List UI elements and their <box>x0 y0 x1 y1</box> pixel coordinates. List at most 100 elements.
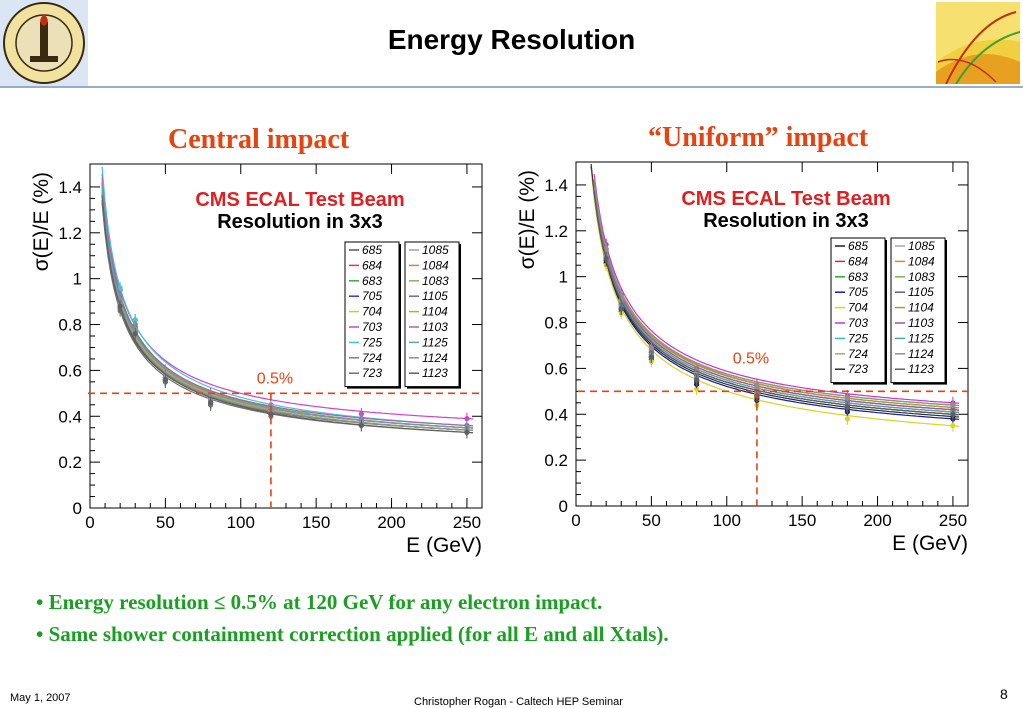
legend-label: 705 <box>848 285 868 299</box>
slide-title: Energy Resolution <box>387 24 636 55</box>
x-axis-label: E (GeV) <box>406 534 482 557</box>
legend-label: 705 <box>362 289 382 303</box>
data-point-1123 <box>117 303 123 309</box>
legend-label: 1124 <box>422 351 448 365</box>
data-point-1123 <box>208 399 214 406</box>
legend-label: 1083 <box>908 270 935 284</box>
data-point-1124 <box>844 395 850 401</box>
x-tick-label: 250 <box>453 513 481 532</box>
data-point-1123 <box>358 422 364 429</box>
y-tick-label: 0.6 <box>58 361 82 380</box>
legend-label: 685 <box>848 239 868 253</box>
legend-label: 724 <box>848 347 868 361</box>
fit-curve-703 <box>101 173 474 420</box>
y-tick-label: 0.4 <box>544 405 568 424</box>
y-tick-label: 0.4 <box>58 407 82 426</box>
left-resolution-chart: 0 0.2 0.4 0.6 0.8 1 1.2 1.4 0 50 100 150 200 250 E (Ge… <box>30 163 483 557</box>
data-point-1123 <box>464 429 470 435</box>
legend-label: 1125 <box>908 331 934 345</box>
legend-label: 1105 <box>422 289 448 303</box>
data-point-1123 <box>648 354 654 360</box>
footer-date: May 1, 2007 <box>10 692 71 704</box>
y-tick-label: 0 <box>559 497 568 516</box>
x-tick-label: 100 <box>227 513 255 532</box>
cms-logo <box>936 2 1020 84</box>
data-point-1123 <box>694 377 700 383</box>
data-point-1123 <box>603 255 609 261</box>
y-tick-label: 0.6 <box>544 359 568 378</box>
chart-subtitle: Resolution in 3x3 <box>703 210 869 232</box>
legend-label: 1085 <box>422 243 449 257</box>
x-tick-label: 250 <box>939 511 967 530</box>
legend-label: 1085 <box>908 239 935 253</box>
y-tick-label: 1.2 <box>58 224 82 243</box>
data-point-1124 <box>754 384 760 390</box>
left-panel-title: Central impact <box>168 124 350 155</box>
y-tick-label: 0.2 <box>58 453 82 472</box>
legend-label: 703 <box>848 316 868 330</box>
chart-title: CMS ECAL Test Beam <box>195 189 404 211</box>
legend-label: 725 <box>362 335 382 349</box>
data-point-1123 <box>132 331 138 337</box>
y-tick-label: 0.8 <box>544 314 568 333</box>
legend-label: 703 <box>362 320 382 334</box>
legend-label: 684 <box>362 258 382 272</box>
y-tick-label: 1 <box>73 270 82 289</box>
data-point-1123 <box>844 404 850 410</box>
legend-label: 1125 <box>422 335 448 349</box>
y-tick-label: 0 <box>73 499 82 518</box>
page-number: 8 <box>1000 686 1008 702</box>
legend-box <box>890 237 946 384</box>
legend-label: 1123 <box>422 366 448 380</box>
data-point-704 <box>844 416 850 422</box>
annotation-label: 0.5% <box>257 370 293 387</box>
bullet-list: • Energy resolution ≤ 0.5% at 120 GeV fo… <box>36 586 669 650</box>
y-tick-label: 1.2 <box>544 222 568 241</box>
fit-curve-1125 <box>101 185 474 429</box>
slide-header: Energy Resolution <box>0 0 1023 88</box>
right-resolution-chart: 0 0.2 0.4 0.6 0.8 1 1.2 1.4 0 50 100 150 200 250 E (Ge… <box>516 161 969 555</box>
legend-label: 1104 <box>422 305 448 319</box>
fit-curve-1103 <box>593 184 960 411</box>
fit-curve-1123 <box>593 190 960 416</box>
y-tick-label: 0.8 <box>58 316 82 335</box>
chart-subtitle: Resolution in 3x3 <box>217 211 383 233</box>
data-point-704 <box>950 423 956 429</box>
legend-label: 1123 <box>908 362 934 376</box>
data-point-1123 <box>162 376 168 383</box>
legend-label: 684 <box>848 254 868 268</box>
x-tick-label: 100 <box>713 511 741 530</box>
chart-title: CMS ECAL Test Beam <box>681 188 890 210</box>
legend-label: 1083 <box>422 274 449 288</box>
data-point-703 <box>464 415 470 422</box>
fit-curve-1104 <box>593 182 960 409</box>
data-point-704 <box>694 386 700 392</box>
data-point-725 <box>117 285 123 291</box>
data-point-1123 <box>618 306 624 312</box>
data-point-1124 <box>950 402 956 408</box>
legend-label: 725 <box>848 331 868 345</box>
data-point-1124 <box>648 345 654 351</box>
legend-label: 723 <box>848 362 868 376</box>
legend-label: 704 <box>848 301 868 315</box>
legend-label: 723 <box>362 366 382 380</box>
x-tick-label: 0 <box>571 511 580 530</box>
annotation-label: 0.5% <box>733 350 769 367</box>
x-tick-label: 0 <box>85 513 94 532</box>
legend-label: 724 <box>362 351 382 365</box>
y-tick-label: 1.4 <box>58 178 82 197</box>
legend-label: 1104 <box>908 301 934 315</box>
x-tick-label: 50 <box>156 513 175 532</box>
y-axis-label: σ(E)/E (%) <box>30 172 53 271</box>
legend-label: 1084 <box>422 258 449 272</box>
fit-curve-1123 <box>101 195 474 434</box>
bullet-item: • Energy resolution ≤ 0.5% at 120 GeV fo… <box>36 590 603 614</box>
x-tick-label: 150 <box>302 513 330 532</box>
legend-label: 704 <box>362 305 382 319</box>
legend-label: 1084 <box>908 254 935 268</box>
fit-curve-1103 <box>101 182 474 427</box>
x-tick-label: 50 <box>642 511 661 530</box>
legend-label: 683 <box>362 274 382 288</box>
x-axis-label: E (GeV) <box>892 532 968 555</box>
y-tick-label: 0.2 <box>544 451 568 470</box>
